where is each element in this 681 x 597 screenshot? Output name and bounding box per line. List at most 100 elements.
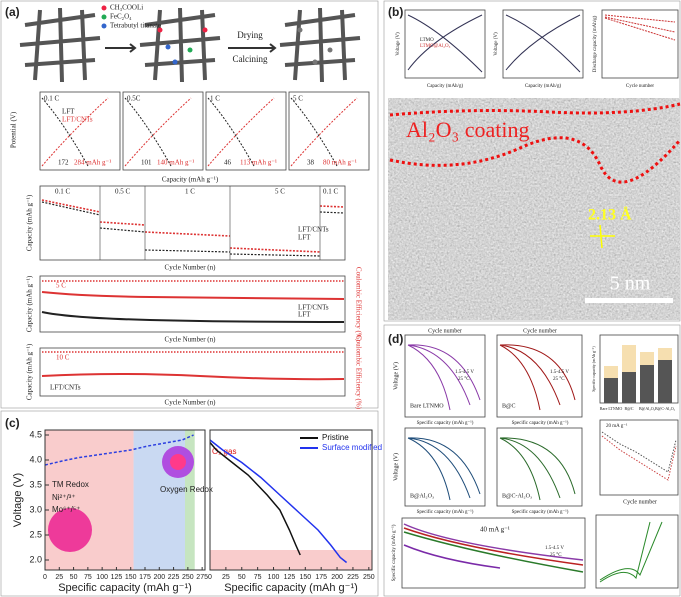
capacity-label: 101 — [141, 159, 152, 167]
plot-frame — [40, 348, 345, 396]
capacity-label: 172 — [58, 159, 69, 167]
legend-text: Surface modified — [322, 443, 382, 452]
legend-text: LFT/CNTs — [50, 384, 81, 392]
sample-name: B@C-Al₂O₃ — [502, 493, 532, 499]
rate-label: 0.5C — [127, 95, 141, 103]
axis-title: Voltage (V) — [494, 32, 499, 56]
legend-text: FeC₂O₄ — [110, 13, 132, 21]
legend-text: LTMO@Al₂O₃ — [420, 44, 451, 49]
capacity-label: 38 — [307, 159, 315, 167]
panel-label: (b) — [388, 5, 403, 19]
condition: 1.5-4.5 V — [455, 370, 474, 375]
sample-name: Bare LTNMO — [410, 403, 444, 409]
y-tick-label: 4.0 — [29, 454, 42, 464]
x-tick-label: 50 — [238, 574, 246, 581]
annotation: 40 mA g⁻¹ — [480, 526, 510, 534]
x-tick-label: 250 — [363, 574, 375, 581]
rate-label: 10 C — [56, 354, 70, 362]
legend-text: LFT/CNTs — [62, 116, 93, 124]
region-label: Ni²⁺/³⁺ — [52, 493, 76, 502]
axis-title: Potential (V) — [10, 111, 18, 148]
capacity-label: 46 — [224, 159, 232, 167]
plot-frame — [600, 420, 678, 495]
category: Bare LTNMO — [600, 406, 623, 411]
legend-text: LFT — [62, 108, 75, 116]
rate-label: 5 C — [275, 188, 285, 196]
x-tick-label: 175 — [315, 574, 327, 581]
rate-label: 5 C — [293, 95, 303, 103]
rate-label: 0.1 C — [44, 95, 60, 103]
panel-label: (c) — [5, 416, 20, 430]
x-tick-label: 225 — [347, 574, 359, 581]
axis-title: Specific capacity (mAh g⁻¹) — [58, 582, 192, 594]
axis-title: Capacity (mAh g⁻¹) — [26, 275, 34, 332]
axis-title: Capacity (mAh g⁻¹) — [162, 176, 219, 184]
x-tick-label: 100 — [96, 574, 108, 581]
axis-title: Specific capacity (mAh g⁻¹) — [417, 420, 474, 426]
icon — [170, 454, 186, 470]
axis-title: Specific capacity (mAh g⁻¹) — [224, 582, 358, 594]
legend-text: LTMO — [420, 38, 434, 43]
scale-text: 5 nm — [610, 273, 651, 295]
band — [210, 550, 372, 570]
x-tick-label: 125 — [284, 574, 296, 581]
axis-title: Specific capacity (mAh g⁻¹) — [417, 509, 474, 515]
sample-name: B@Al₂O₃ — [410, 493, 434, 499]
rate-label: 0.1 C — [55, 188, 71, 196]
annotation: Al₂O₃ coating — [406, 117, 529, 142]
axis-title: Cycle number — [623, 499, 657, 505]
legend-text: CH₃COOLi — [110, 4, 143, 12]
axis-title: Capacity (mAh/g) — [525, 84, 562, 89]
scale-bar — [585, 298, 673, 303]
x-tick-label: 75 — [84, 574, 92, 581]
x-tick-label: 150 — [125, 574, 137, 581]
axis-title: Voltage (V) — [392, 362, 399, 390]
schematic — [20, 8, 360, 82]
capacity-label: 80 mAh g⁻¹ — [323, 159, 357, 167]
icon — [48, 508, 92, 552]
legend-text: Tetrabutyl titanate — [110, 22, 161, 30]
rate-label: 0.1 C — [323, 188, 339, 196]
annotation: 2.13 Å — [588, 206, 632, 224]
axis-title: Capacity (mAh g⁻¹) — [26, 194, 34, 251]
axis-title: Discharge capacity (mAh/g) — [593, 15, 598, 72]
axis-title: Capacity (mAh/g) — [427, 84, 464, 89]
axis-title: Coulombic Efficiency (%) — [354, 267, 362, 342]
x-tick-label: 50 — [70, 574, 78, 581]
axis-title: Coulombic Efficiency (%) — [354, 335, 362, 410]
axis-title: Specific capacity (mAh g⁻¹) — [591, 346, 596, 392]
axis-title: Cycle Number (n) — [165, 399, 217, 407]
y-tick-label: 3.5 — [29, 479, 42, 489]
axis-title: Cycle Number (n) — [165, 264, 217, 272]
axis-title: Voltage (V) — [396, 32, 401, 56]
step: Drying — [237, 30, 263, 40]
y-tick-label: 2.0 — [29, 554, 42, 564]
condition: 1.5-4.5 V — [545, 546, 564, 551]
condition: 25 °C — [553, 377, 565, 382]
capacity-label: 113 mAh g⁻¹ — [240, 159, 277, 167]
legend-text: LFT — [298, 311, 311, 319]
y-tick-label: 3.0 — [29, 504, 42, 514]
annotation: 20 mA g⁻¹ — [606, 423, 628, 429]
legend-text: LFT/CNTs — [298, 226, 329, 234]
x-tick-label: 200 — [153, 574, 165, 581]
condition: 25 °C — [458, 377, 470, 382]
axis-title: Specific capacity (mAh g⁻¹) — [512, 420, 569, 426]
rate-label: 0.5 C — [115, 188, 131, 196]
sample-name: B@C — [502, 403, 516, 409]
series-line — [210, 440, 347, 563]
axis-title: Specific capacity (mAh g⁻¹) — [512, 509, 569, 515]
step: Calcining — [233, 54, 268, 64]
condition: 25 °C — [550, 553, 562, 558]
plot-frame — [40, 186, 345, 260]
category: B@Al₂O₃ — [639, 406, 656, 411]
legend-text: LFT — [298, 234, 311, 242]
axis-title: Specific capacity (mAh g⁻¹) — [391, 524, 397, 581]
x-tick-label: 150 — [299, 574, 311, 581]
capacity-label: 140 mAh g⁻¹ — [157, 159, 194, 167]
axis-title: Cycle number — [626, 84, 655, 89]
x-tick-label: 25 — [222, 574, 230, 581]
rate-label: 5 C — [56, 282, 66, 290]
x-tick-label: 0 — [208, 574, 212, 581]
x-tick-label: 175 — [139, 574, 151, 581]
